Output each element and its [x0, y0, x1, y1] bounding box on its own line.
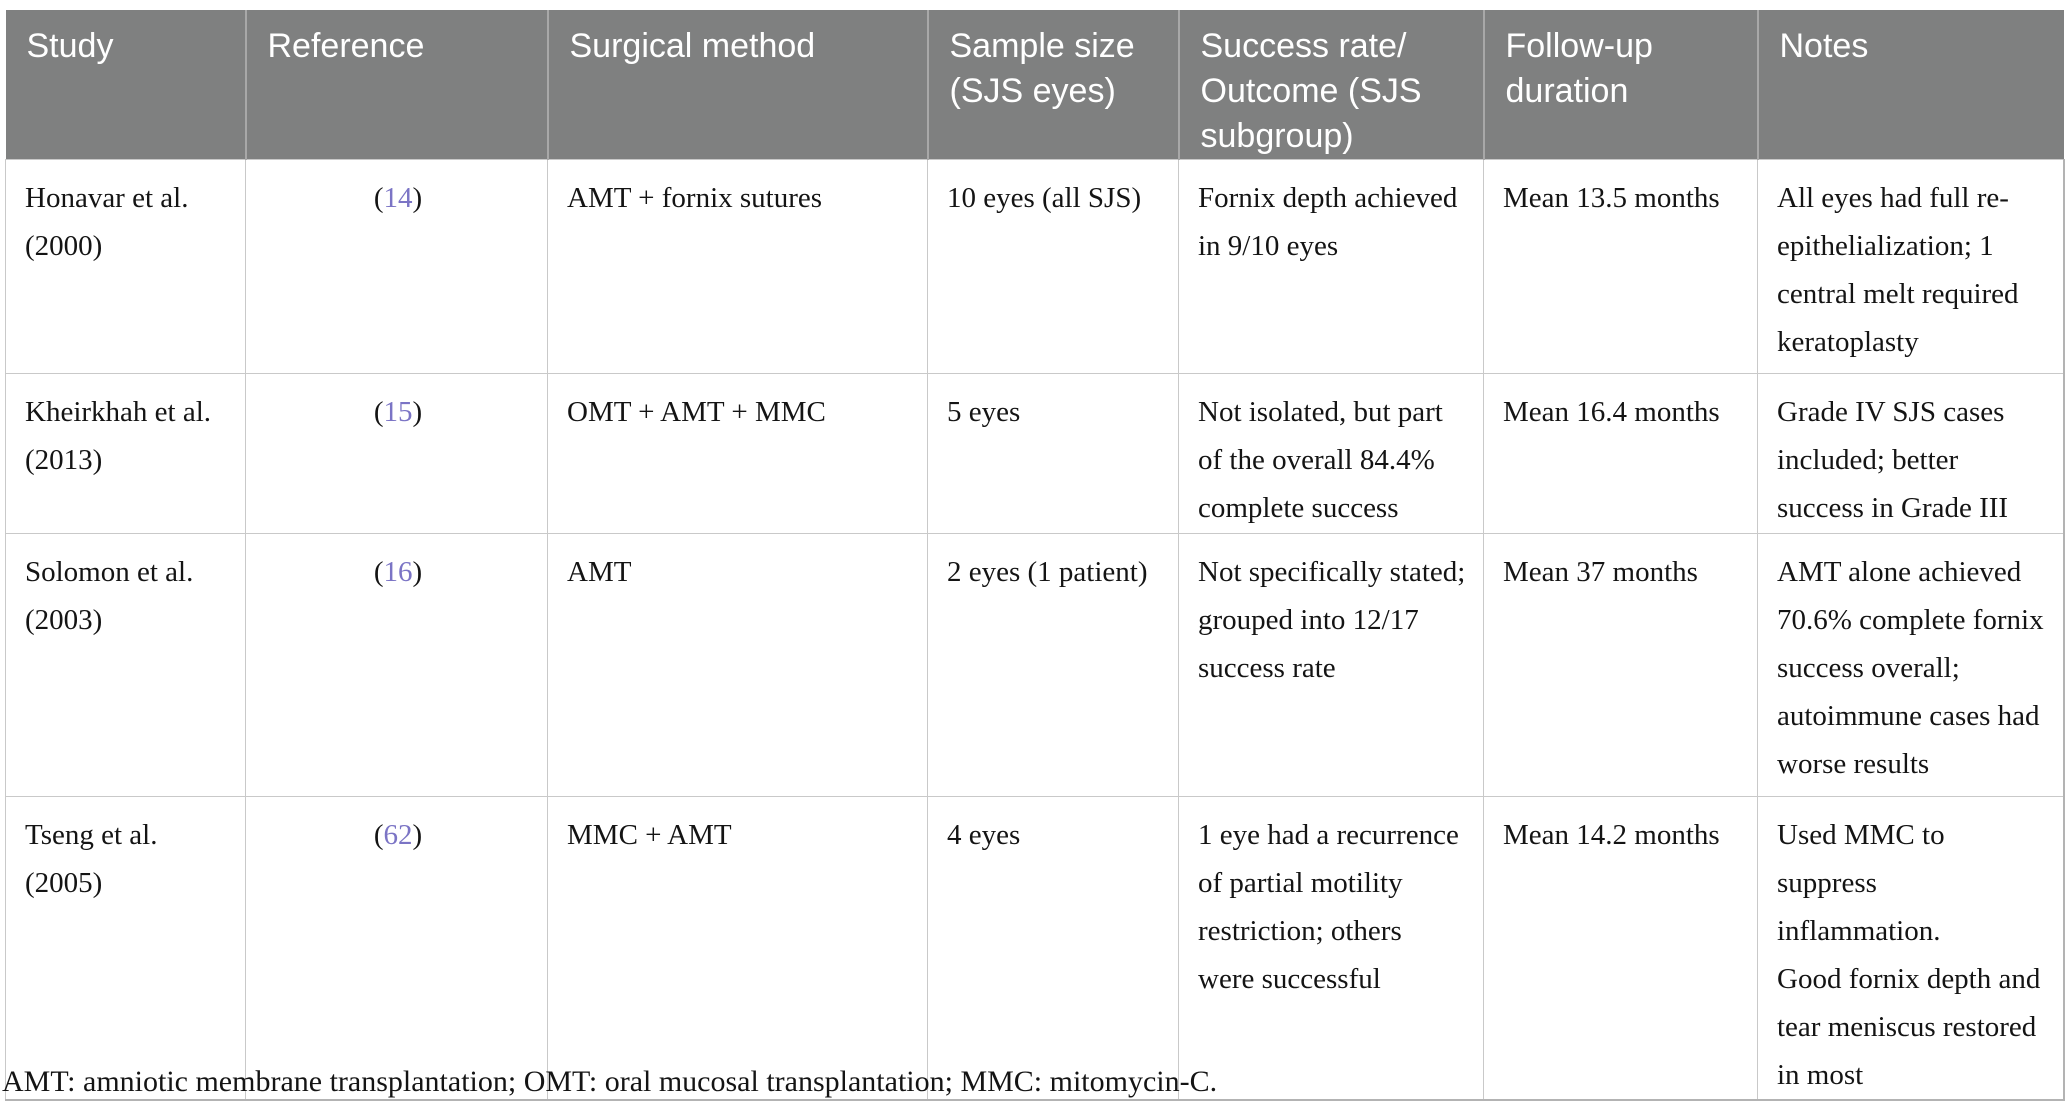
studies-table-wrap: Study Reference Surgical method Sample s…: [5, 10, 2065, 1101]
sample-size-cell: 4 eyes: [927, 796, 1179, 1101]
notes-cell: AMT alone achieved 70.6% complete fornix…: [1757, 533, 2065, 797]
followup-cell: Mean 37 months: [1483, 533, 1758, 797]
surgical-method-cell: AMT: [547, 533, 928, 797]
reference-link[interactable]: 62: [383, 819, 413, 851]
col-header-reference-label: Reference: [267, 27, 425, 65]
reference-cell: (62): [245, 796, 548, 1101]
paren-open: (: [373, 396, 384, 428]
table-row: Solomon et al. (2003) (16) AMT 2 eyes (1…: [5, 533, 2065, 797]
success-rate-cell: 1 eye had a recurrence of partial motili…: [1178, 796, 1484, 1101]
sample-size-cell: 5 eyes: [927, 373, 1179, 534]
paren-close: ): [412, 556, 423, 588]
surgical-method-cell: MMC + AMT: [547, 796, 928, 1101]
sjs-studies-table: Study Reference Surgical method Sample s…: [5, 10, 2065, 1101]
followup-cell: Mean 13.5 months: [1483, 159, 1758, 374]
notes-cell: Used MMC to suppress inflammation. Good …: [1757, 796, 2065, 1101]
reference-cell: (14): [245, 159, 548, 374]
reference-link[interactable]: 14: [383, 182, 413, 214]
table-row: Kheirkhah et al. (2013) (15) OMT + AMT +…: [5, 373, 2065, 534]
paren-close: ): [412, 182, 423, 214]
study-cell: Tseng et al. (2005): [5, 796, 246, 1101]
study-cell: Honavar et al. (2000): [5, 159, 246, 374]
paren-open: (: [373, 182, 384, 214]
notes-cell: Grade IV SJS cases included; better succ…: [1757, 373, 2065, 534]
followup-cell: Mean 16.4 months: [1483, 373, 1758, 534]
surgical-method-cell: AMT + fornix sutures: [547, 159, 928, 374]
col-header-notes-label: Notes: [1779, 27, 1869, 65]
col-header-followup: Follow-up duration: [1483, 10, 1759, 160]
notes-cell: All eyes had full re- epithelialization;…: [1757, 159, 2065, 374]
table-row: Honavar et al. (2000) (14) AMT + fornix …: [5, 159, 2065, 374]
col-header-followup-label: Follow-up duration: [1505, 27, 1653, 110]
col-header-study: Study: [5, 10, 247, 160]
table-row: Tseng et al. (2005) (62) MMC + AMT 4 eye…: [5, 796, 2065, 1101]
reference-cell: (16): [245, 533, 548, 797]
reference-link[interactable]: 16: [383, 556, 413, 588]
col-header-reference: Reference: [245, 10, 549, 160]
study-cell: Kheirkhah et al. (2013): [5, 373, 246, 534]
sample-size-cell: 2 eyes (1 patient): [927, 533, 1179, 797]
header-row: Study Reference Surgical method Sample s…: [5, 10, 2064, 160]
col-header-sample-size-label: Sample size (SJS eyes): [949, 27, 1135, 110]
reference-cell: (15): [245, 373, 548, 534]
col-header-sample-size: Sample size (SJS eyes): [927, 10, 1180, 160]
abbreviations-footnote: AMT: amniotic membrane transplantation; …: [2, 1065, 1218, 1098]
table-body: Honavar et al. (2000) (14) AMT + fornix …: [5, 159, 2065, 1101]
col-header-success-rate-label: Success rate/ Outcome (SJS subgroup): [1200, 27, 1422, 155]
followup-cell: Mean 14.2 months: [1483, 796, 1758, 1101]
success-rate-cell: Fornix depth achieved in 9/10 eyes: [1178, 159, 1484, 374]
surgical-method-cell: OMT + AMT + MMC: [547, 373, 928, 534]
paren-close: ): [412, 819, 423, 851]
reference-link[interactable]: 15: [383, 396, 413, 428]
col-header-surgical-method: Surgical method: [547, 10, 929, 160]
success-rate-cell: Not specifically stated; grouped into 12…: [1178, 533, 1484, 797]
paren-close: ): [412, 396, 423, 428]
success-rate-cell: Not isolated, but part of the overall 84…: [1178, 373, 1484, 534]
table-header: Study Reference Surgical method Sample s…: [5, 10, 2064, 160]
col-header-notes: Notes: [1757, 10, 2064, 160]
col-header-surgical-method-label: Surgical method: [569, 27, 816, 65]
paren-open: (: [373, 819, 384, 851]
col-header-study-label: Study: [26, 27, 114, 65]
col-header-success-rate: Success rate/ Outcome (SJS subgroup): [1178, 10, 1485, 160]
sample-size-cell: 10 eyes (all SJS): [927, 159, 1179, 374]
study-cell: Solomon et al. (2003): [5, 533, 246, 797]
paren-open: (: [373, 556, 384, 588]
